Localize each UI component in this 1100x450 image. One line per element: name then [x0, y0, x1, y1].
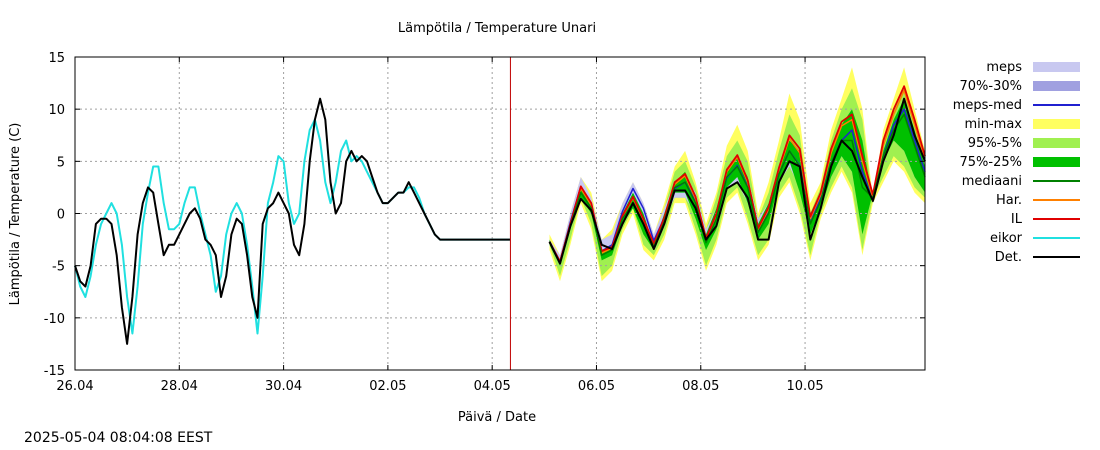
x-tick-label: 10.05	[786, 379, 823, 394]
x-tick-label: 28.04	[161, 379, 198, 394]
y-axis-label: Lämpötila / Temperature (C)	[8, 123, 23, 306]
legend-label-p95_5: 95%-5%	[968, 136, 1022, 151]
x-tick-label: 26.04	[56, 379, 93, 394]
legend-label-meps_med: meps-med	[953, 98, 1022, 113]
axis-ticks: -15 -10 -5 0 5 10 15 26.04 28.04 30.04 02.05 04.05 0…	[44, 51, 925, 394]
series-eikor-observed	[74, 118, 511, 335]
legend-label-p75_25: 75%-25%	[960, 155, 1022, 170]
y-tick-label: 15	[48, 51, 65, 66]
x-tick-label: 08.05	[682, 379, 719, 394]
x-tick-label: 30.04	[265, 379, 302, 394]
series-det-forecast	[548, 97, 926, 265]
series-det-observed	[74, 97, 511, 345]
legend-label-det: Det.	[995, 250, 1022, 265]
x-axis-label: Päivä / Date	[458, 410, 536, 425]
grid	[75, 57, 925, 370]
y-tick-label: 10	[48, 103, 65, 118]
y-tick-label: -10	[44, 312, 65, 327]
x-tick-label: 02.05	[369, 379, 406, 394]
legend-swatch-p75_25	[1033, 157, 1080, 167]
legend-label-meps: meps	[986, 60, 1022, 75]
y-tick-label: 0	[57, 208, 65, 223]
series-lines	[74, 57, 926, 370]
legend-label-il: IL	[1011, 212, 1023, 227]
legend-label-mediaani: mediaani	[962, 174, 1022, 189]
legend-label-eikor: eikor	[990, 231, 1023, 246]
legend-label-har: Har.	[996, 193, 1022, 208]
legend-swatch-meps	[1033, 62, 1080, 72]
y-tick-label: 5	[57, 155, 65, 170]
y-tick-label: -15	[44, 364, 65, 379]
chart-title: Lämpötila / Temperature Unari	[398, 21, 596, 36]
x-tick-label: 06.05	[578, 379, 615, 394]
legend-swatch-min_max	[1033, 119, 1080, 129]
legend-label-p70_30: 70%-30%	[960, 79, 1022, 94]
legend-swatch-p70_30	[1033, 81, 1080, 91]
legend-swatch-p95_5	[1033, 138, 1080, 148]
timestamp: 2025-05-04 08:04:08 EEST	[24, 430, 213, 446]
x-tick-label: 04.05	[474, 379, 511, 394]
y-tick-label: -5	[52, 260, 65, 275]
legend-label-min_max: min-max	[964, 117, 1022, 132]
legend: meps 70%-30% meps-med min-max 95%-5% 75%-25% m…	[953, 60, 1080, 265]
